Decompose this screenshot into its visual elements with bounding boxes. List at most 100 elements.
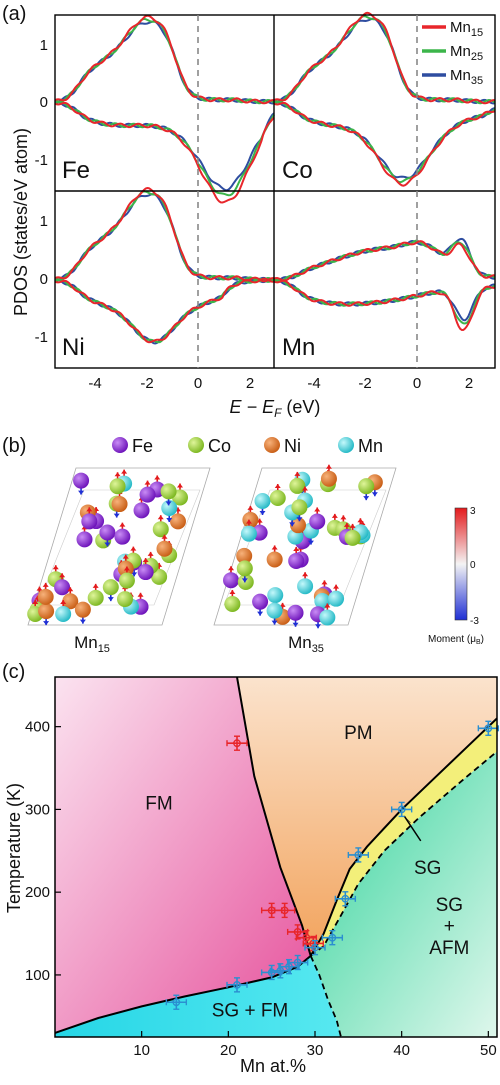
atom [74, 601, 91, 618]
data-point [293, 958, 302, 967]
moment-arrow-head [36, 586, 43, 591]
legend-label-mn35: Mn35 [450, 67, 483, 87]
moment-arrow-head [147, 551, 154, 556]
moment-arrow-head [130, 546, 137, 551]
panel-b-label: (b) [2, 435, 26, 457]
moment-arrow-head [340, 515, 347, 520]
x-tick-label: 40 [393, 1042, 410, 1059]
region-label-fm: FM [145, 793, 172, 814]
moment-arrow-head [79, 619, 86, 624]
atom [319, 609, 336, 626]
moment-arrow-head [137, 592, 144, 597]
legend-label-mn15: Mn15 [450, 19, 483, 39]
colorbar-tick: 0 [470, 560, 476, 571]
x-tick: -4 [88, 375, 101, 392]
atom [55, 606, 72, 623]
x-tick-label: 30 [307, 1042, 324, 1059]
colorbar-tick: 3 [470, 506, 476, 517]
moment-arrow-head [122, 554, 129, 559]
moment-arrow-head [271, 620, 278, 625]
atom [76, 531, 93, 548]
atom [151, 568, 168, 585]
region-label-pm: PM [344, 723, 373, 744]
phase-region [237, 677, 497, 956]
atom [137, 564, 154, 581]
atoms [27, 464, 383, 629]
region-label-sg: SG [414, 858, 441, 879]
legend-co-swatch [188, 437, 204, 453]
atom [161, 500, 178, 517]
atom [156, 540, 173, 557]
region-label-sg-fm: SG + FM [212, 1000, 289, 1021]
x-tick: -2 [140, 375, 153, 392]
panel-c-label: (c) [2, 661, 25, 683]
subplot-name-ni: Ni [62, 334, 85, 361]
atom [242, 511, 259, 528]
subplot-name-mn: Mn [282, 334, 315, 361]
atom [267, 587, 284, 604]
moment-arrow-head [154, 475, 161, 480]
x-tick: -4 [307, 375, 320, 392]
data-point [293, 927, 302, 936]
legend-ni-label: Ni [284, 436, 301, 456]
moment-arrow-head [324, 603, 331, 608]
atom [269, 490, 286, 507]
legend-label-mn25: Mn25 [450, 43, 483, 63]
moment-arrow-head [229, 589, 236, 594]
panel-c-frame [54, 676, 498, 1038]
x-tick: 0 [194, 375, 202, 392]
moment-arrow-head [157, 515, 164, 520]
atom [266, 602, 283, 619]
cell-left-label: Mn15 [74, 633, 110, 655]
moment-arrow-head [119, 522, 126, 527]
xlabel-unit: (eV) [281, 397, 320, 417]
moment-arrow-head [307, 540, 314, 545]
supercell-left-inner [37, 489, 201, 606]
panel-c-xlabel: Mn at.% [240, 1056, 306, 1076]
data-point [276, 966, 285, 975]
pdos-curve [273, 11, 495, 105]
moment-arrow-head [60, 600, 67, 605]
pdos-curve [273, 277, 496, 322]
panel-a-xaxis: -4 -2 0 2 -4 -2 0 2 [88, 375, 473, 392]
pdos-curve [54, 186, 274, 283]
data-point [280, 906, 289, 915]
atom [358, 478, 375, 495]
panel-a-label: (a) [2, 3, 26, 25]
atom [160, 483, 177, 500]
atom [240, 525, 257, 542]
moment-arrow-head [363, 496, 370, 501]
moment-arrow-head [144, 480, 151, 485]
x-tick-label: 20 [220, 1042, 237, 1059]
data-point [341, 894, 350, 903]
data-point [328, 933, 337, 942]
atom [38, 603, 55, 620]
legend-mn-swatch [338, 437, 354, 453]
moment-arrow-head [357, 518, 364, 523]
x-tick: -2 [358, 375, 371, 392]
atom [289, 477, 306, 494]
atom [266, 551, 283, 568]
y-tick-label: 200 [25, 884, 50, 901]
pdos-curve [54, 17, 275, 105]
pdos-curve [54, 277, 275, 345]
region-label-sg-afm: SG [436, 895, 463, 916]
data-point [285, 962, 293, 971]
atom [254, 492, 271, 509]
x-tick-label: 50 [480, 1042, 497, 1059]
atom [118, 572, 135, 589]
moment-arrow-head [142, 558, 149, 563]
cell-right-label: Mn35 [288, 633, 324, 655]
pdos-curve [273, 240, 496, 282]
y-tick-label: 300 [25, 801, 50, 818]
moment-arrow-head [292, 622, 299, 627]
xlabel-main: E − E [230, 397, 276, 417]
atom [290, 517, 307, 534]
moment-arrow-head [107, 597, 114, 602]
phase-boundary [309, 955, 342, 1038]
atom [328, 590, 345, 607]
moment-arrow-head [296, 517, 303, 522]
atom [109, 478, 126, 495]
atom [37, 588, 54, 605]
